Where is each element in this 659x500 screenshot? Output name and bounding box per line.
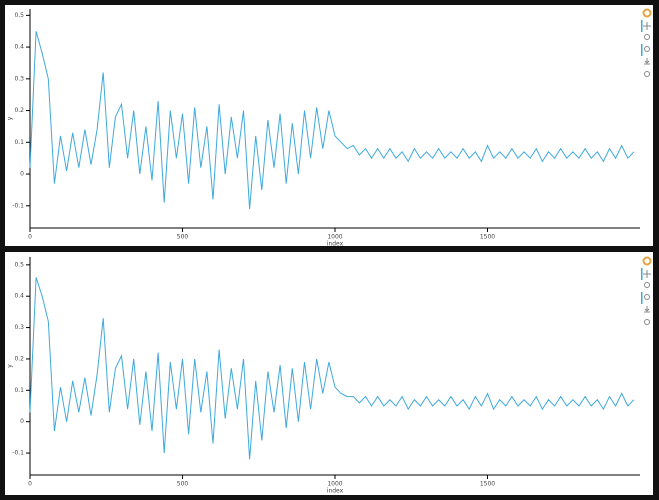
x-axis-label: index: [327, 241, 344, 248]
x-tick-label: 500: [177, 234, 189, 241]
y-tick-label: 0: [20, 418, 24, 425]
y-tick-label: 0.5: [14, 261, 24, 268]
x-tick-label: 500: [177, 481, 189, 488]
wheel-zoom-tool[interactable]: [644, 46, 650, 52]
data-line: [29, 31, 635, 210]
save-tool[interactable]: [644, 58, 650, 65]
save-tool[interactable]: [644, 306, 650, 313]
y-tick-label: 0.1: [14, 387, 24, 394]
active-indicator: [641, 292, 643, 304]
reset-tool[interactable]: [644, 71, 650, 77]
zoom-tool[interactable]: [644, 34, 650, 40]
y-tick-label: 0: [20, 171, 24, 178]
pan-tool[interactable]: [643, 270, 651, 278]
toolbar: [641, 8, 652, 325]
logo: [642, 256, 652, 266]
y-tick-label: 0.1: [14, 139, 24, 146]
reset-tool[interactable]: [644, 319, 650, 325]
y-tick-label: 0.2: [14, 355, 24, 362]
data-line: [29, 277, 635, 460]
x-tick-label: 0: [28, 481, 32, 488]
panel: [5, 252, 653, 495]
y-tick-label: 0.2: [14, 107, 24, 114]
x-tick-label: 1500: [480, 481, 495, 488]
pan-tool[interactable]: [643, 22, 651, 30]
active-indicator: [641, 44, 643, 56]
panel: [5, 5, 653, 246]
zoom-tool[interactable]: [644, 282, 650, 288]
y-tick-label: 0.3: [14, 324, 24, 331]
x-tick-label: 1000: [327, 481, 342, 488]
y-axis-label: y: [7, 364, 14, 368]
y-tick-label: 0.4: [14, 44, 24, 51]
x-axis-label: index: [327, 488, 344, 495]
x-tick-label: 1500: [480, 234, 495, 241]
x-tick-label: 1000: [327, 234, 342, 241]
wheel-zoom-tool[interactable]: [644, 294, 650, 300]
y-tick-label: 0.5: [14, 12, 24, 19]
active-indicator: [641, 20, 643, 32]
y-tick-label: 0.3: [14, 75, 24, 82]
y-tick-label: 0.4: [14, 293, 24, 300]
y-tick-label: -0.1: [12, 202, 24, 209]
y-axis-label: y: [7, 116, 14, 120]
active-indicator: [641, 268, 643, 280]
logo: [642, 8, 652, 18]
x-tick-label: 0: [28, 234, 32, 241]
y-tick-label: -0.1: [12, 450, 24, 457]
